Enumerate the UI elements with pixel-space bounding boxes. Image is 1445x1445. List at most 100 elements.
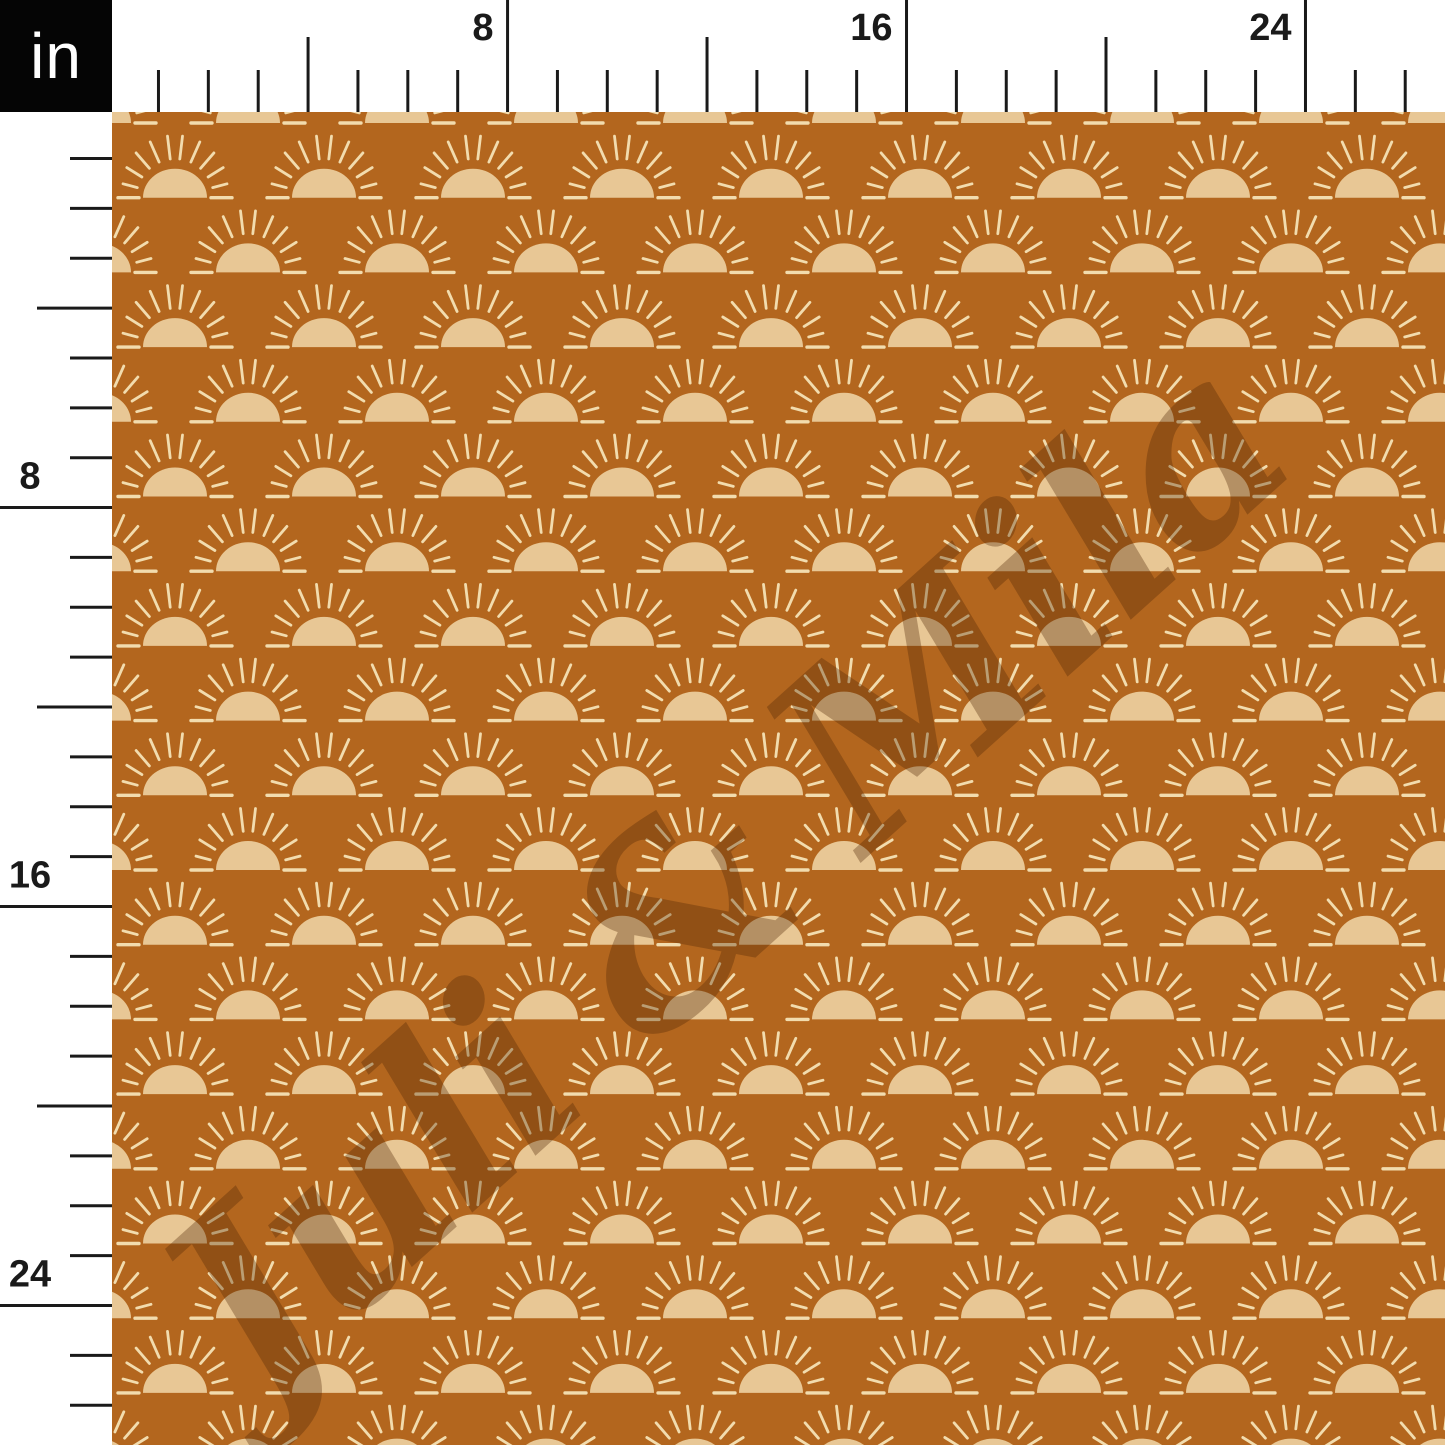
sun-motif xyxy=(1159,1030,1277,1096)
sun-motif xyxy=(1083,112,1201,125)
sun-motif xyxy=(563,1180,681,1246)
sun-motif xyxy=(1010,433,1128,499)
sun-motif xyxy=(934,508,1052,573)
ruler-top-label: 24 xyxy=(1249,7,1291,49)
sun-motif xyxy=(1159,134,1277,200)
sun-motif xyxy=(1232,508,1350,573)
sun-motif xyxy=(265,1030,383,1096)
sun-motif xyxy=(1232,806,1350,872)
sun-motif xyxy=(487,508,605,573)
sun-motif xyxy=(414,732,532,797)
sun-motif xyxy=(1232,112,1350,125)
sun-motif xyxy=(487,806,605,872)
sun-motif xyxy=(189,956,307,1022)
sun-motif xyxy=(1308,582,1426,648)
sun-motif xyxy=(712,1329,830,1395)
sun-motif xyxy=(1308,283,1426,349)
sun-motif xyxy=(861,1329,979,1395)
sun-motif xyxy=(1381,657,1445,723)
sun-motif xyxy=(861,433,979,499)
sun-motif xyxy=(487,956,605,1022)
sun-motif xyxy=(636,806,754,872)
sun-motif xyxy=(1159,732,1277,797)
sun-pattern xyxy=(112,112,1445,1445)
sun-motif xyxy=(1308,732,1426,797)
sun-motif xyxy=(265,732,383,797)
sun-motif xyxy=(189,1404,307,1445)
sun-motif xyxy=(1010,134,1128,200)
ruler-top-label: 8 xyxy=(472,7,493,49)
sun-motif xyxy=(636,657,754,723)
fabric-swatch: Juli & Mila xyxy=(112,112,1445,1445)
sun-motif xyxy=(861,1030,979,1096)
ruler-unit-box: in xyxy=(0,0,112,112)
sun-motif xyxy=(487,358,605,424)
sun-motif xyxy=(1159,433,1277,499)
ruler-left-label: 16 xyxy=(9,855,51,897)
sun-motif xyxy=(712,732,830,797)
sun-motif xyxy=(934,657,1052,723)
sun-motif xyxy=(785,209,903,275)
sun-motif xyxy=(861,582,979,648)
sun-motif xyxy=(861,134,979,200)
sun-motif xyxy=(1159,582,1277,648)
sun-motif xyxy=(189,358,307,424)
sun-motif xyxy=(1308,433,1426,499)
sun-motif xyxy=(414,1329,532,1395)
sun-motif xyxy=(112,956,158,1022)
sun-motif xyxy=(1010,1329,1128,1395)
sun-motif xyxy=(338,1105,456,1171)
sun-motif xyxy=(1381,508,1445,573)
sun-motif xyxy=(414,433,532,499)
sun-motif xyxy=(636,1105,754,1171)
sun-motif xyxy=(189,508,307,573)
sun-motif xyxy=(1010,732,1128,797)
sun-motif xyxy=(1010,881,1128,947)
sun-motif xyxy=(112,358,158,424)
sun-motif xyxy=(785,956,903,1022)
sun-motif xyxy=(487,209,605,275)
sun-motif xyxy=(861,732,979,797)
sun-motif xyxy=(487,1404,605,1445)
sun-motif xyxy=(861,881,979,947)
sun-motif xyxy=(338,358,456,424)
sun-motif xyxy=(934,209,1052,275)
ruler-left-label: 24 xyxy=(9,1253,51,1295)
sun-motif xyxy=(563,881,681,947)
sun-motif xyxy=(112,209,158,275)
sun-motif xyxy=(1159,1329,1277,1395)
sun-motif xyxy=(116,134,234,200)
sun-motif xyxy=(636,112,754,125)
sun-motif xyxy=(934,1105,1052,1171)
sun-motif xyxy=(1381,358,1445,424)
sun-motif xyxy=(1010,1030,1128,1096)
sun-motif xyxy=(1083,508,1201,573)
sun-motif xyxy=(112,657,158,723)
sun-motif xyxy=(338,956,456,1022)
sun-motif xyxy=(785,508,903,573)
sun-motif xyxy=(712,582,830,648)
sun-motif xyxy=(934,956,1052,1022)
sun-motif xyxy=(1232,1254,1350,1320)
sun-motif xyxy=(1381,209,1445,275)
sun-motif xyxy=(712,433,830,499)
sun-motif xyxy=(1308,1030,1426,1096)
sun-motif xyxy=(338,1404,456,1445)
sun-motif xyxy=(1381,806,1445,872)
sun-motif xyxy=(636,956,754,1022)
sun-motif xyxy=(1232,1105,1350,1171)
sun-motif xyxy=(785,112,903,125)
sun-motif xyxy=(487,112,605,125)
sun-motif xyxy=(636,209,754,275)
sun-motif xyxy=(112,806,158,872)
sun-motif xyxy=(116,582,234,648)
sun-motif xyxy=(265,134,383,200)
sun-motif xyxy=(112,112,158,125)
sun-motif xyxy=(265,1180,383,1246)
sun-motif xyxy=(116,881,234,947)
sun-motif xyxy=(785,806,903,872)
sun-motif xyxy=(265,582,383,648)
sun-motif xyxy=(116,1329,234,1395)
sun-motif xyxy=(934,112,1052,125)
sun-motif xyxy=(1308,134,1426,200)
